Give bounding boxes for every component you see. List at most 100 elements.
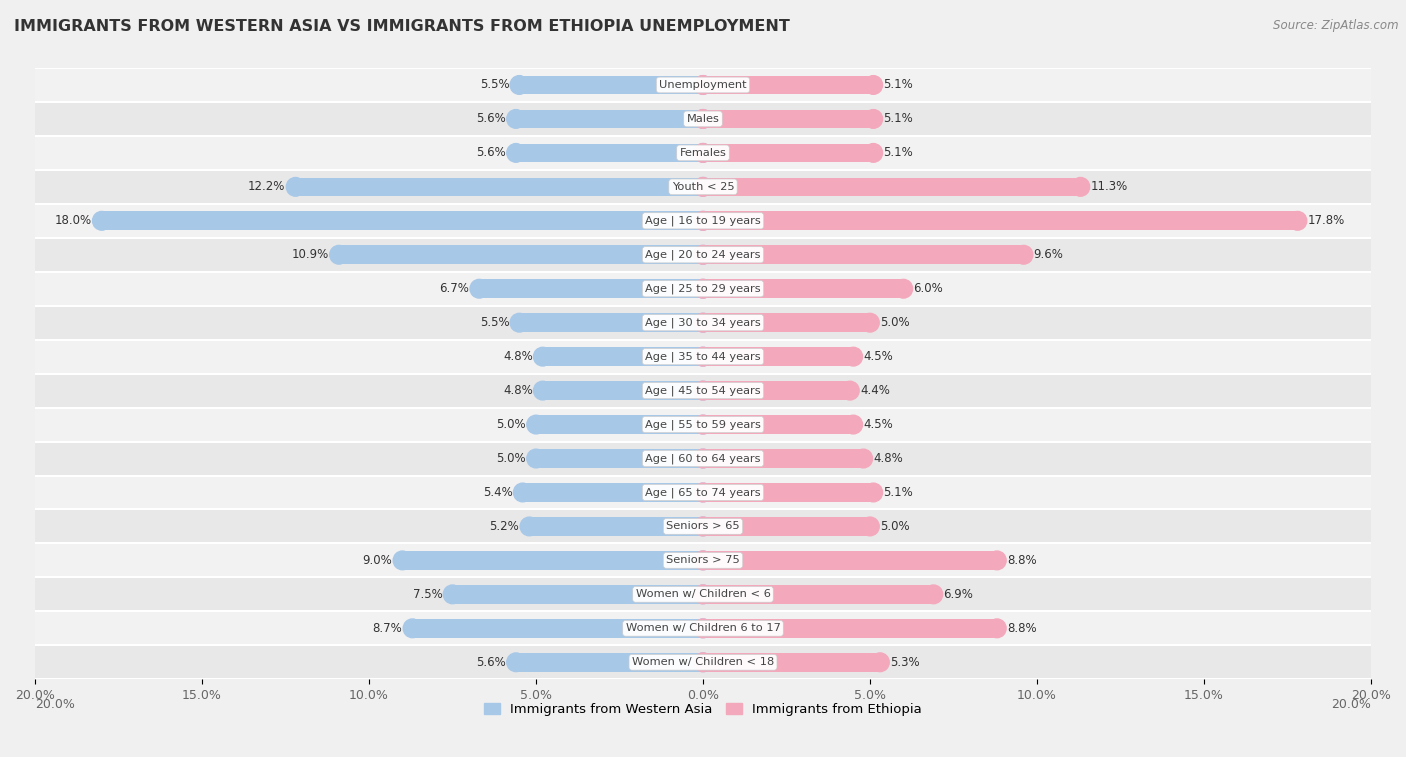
Circle shape <box>287 177 305 196</box>
Text: Seniors > 75: Seniors > 75 <box>666 556 740 565</box>
Text: Age | 20 to 24 years: Age | 20 to 24 years <box>645 250 761 260</box>
Bar <box>295 177 703 196</box>
Bar <box>703 449 863 468</box>
Circle shape <box>693 483 713 502</box>
Bar <box>536 449 703 468</box>
Bar <box>543 382 703 400</box>
FancyBboxPatch shape <box>35 544 1371 578</box>
Text: 5.6%: 5.6% <box>477 146 506 160</box>
Circle shape <box>1071 177 1090 196</box>
Text: 11.3%: 11.3% <box>1091 180 1128 193</box>
Circle shape <box>870 653 889 671</box>
Text: 4.4%: 4.4% <box>860 384 890 397</box>
Bar <box>703 416 853 434</box>
Circle shape <box>865 110 883 128</box>
Circle shape <box>855 449 873 468</box>
Circle shape <box>693 245 713 264</box>
Circle shape <box>693 653 713 671</box>
Bar <box>703 483 873 502</box>
Text: 9.0%: 9.0% <box>363 554 392 567</box>
Circle shape <box>865 483 883 502</box>
Text: Age | 60 to 64 years: Age | 60 to 64 years <box>645 453 761 464</box>
Bar <box>516 653 703 671</box>
Bar <box>412 619 703 637</box>
Circle shape <box>693 551 713 570</box>
Circle shape <box>506 144 524 162</box>
Circle shape <box>693 76 713 95</box>
Circle shape <box>443 585 461 603</box>
Bar <box>703 211 1298 230</box>
FancyBboxPatch shape <box>35 68 1371 102</box>
Circle shape <box>841 382 859 400</box>
Circle shape <box>533 382 551 400</box>
Circle shape <box>520 517 538 536</box>
Bar <box>703 551 997 570</box>
Circle shape <box>693 177 713 196</box>
Circle shape <box>693 517 713 536</box>
Text: 5.0%: 5.0% <box>496 418 526 431</box>
Text: Source: ZipAtlas.com: Source: ZipAtlas.com <box>1274 19 1399 32</box>
Text: Age | 55 to 59 years: Age | 55 to 59 years <box>645 419 761 430</box>
Circle shape <box>506 110 524 128</box>
Bar <box>703 279 904 298</box>
FancyBboxPatch shape <box>35 645 1371 679</box>
Bar <box>703 110 873 128</box>
Circle shape <box>693 347 713 366</box>
Circle shape <box>527 416 546 434</box>
Text: 5.3%: 5.3% <box>890 656 920 668</box>
Bar <box>519 313 703 332</box>
Bar <box>703 76 873 95</box>
Circle shape <box>988 619 1007 637</box>
Circle shape <box>404 619 422 637</box>
Bar <box>536 416 703 434</box>
Text: Age | 65 to 74 years: Age | 65 to 74 years <box>645 488 761 498</box>
Circle shape <box>330 245 349 264</box>
Text: 5.1%: 5.1% <box>883 79 912 92</box>
Circle shape <box>533 347 551 366</box>
FancyBboxPatch shape <box>35 238 1371 272</box>
FancyBboxPatch shape <box>35 509 1371 544</box>
Text: 8.8%: 8.8% <box>1007 554 1036 567</box>
Text: 5.5%: 5.5% <box>479 79 509 92</box>
Text: Age | 30 to 34 years: Age | 30 to 34 years <box>645 317 761 328</box>
Text: 5.1%: 5.1% <box>883 146 912 160</box>
Circle shape <box>510 313 529 332</box>
Bar <box>703 245 1024 264</box>
Text: 7.5%: 7.5% <box>413 588 443 601</box>
Circle shape <box>693 110 713 128</box>
Bar <box>703 382 851 400</box>
Circle shape <box>693 585 713 603</box>
Circle shape <box>693 144 713 162</box>
Circle shape <box>693 313 713 332</box>
Text: 4.8%: 4.8% <box>503 384 533 397</box>
FancyBboxPatch shape <box>35 102 1371 136</box>
FancyBboxPatch shape <box>35 578 1371 612</box>
Text: 5.0%: 5.0% <box>880 520 910 533</box>
Bar <box>703 619 997 637</box>
Bar <box>402 551 703 570</box>
Text: Age | 25 to 29 years: Age | 25 to 29 years <box>645 283 761 294</box>
Circle shape <box>506 653 524 671</box>
Circle shape <box>1015 245 1033 264</box>
FancyBboxPatch shape <box>35 204 1371 238</box>
Bar <box>516 110 703 128</box>
Text: 5.4%: 5.4% <box>482 486 513 499</box>
FancyBboxPatch shape <box>35 136 1371 170</box>
Text: 8.7%: 8.7% <box>373 621 402 635</box>
Circle shape <box>693 211 713 230</box>
Text: 4.5%: 4.5% <box>863 418 893 431</box>
Text: 6.9%: 6.9% <box>943 588 973 601</box>
Bar <box>703 517 870 536</box>
FancyBboxPatch shape <box>35 272 1371 306</box>
Text: 5.5%: 5.5% <box>479 316 509 329</box>
Text: 6.7%: 6.7% <box>439 282 470 295</box>
Text: 5.2%: 5.2% <box>489 520 519 533</box>
FancyBboxPatch shape <box>35 407 1371 441</box>
Circle shape <box>693 382 713 400</box>
Legend: Immigrants from Western Asia, Immigrants from Ethiopia: Immigrants from Western Asia, Immigrants… <box>478 698 928 721</box>
Text: Women w/ Children < 18: Women w/ Children < 18 <box>631 657 775 667</box>
Text: 12.2%: 12.2% <box>247 180 285 193</box>
Text: Unemployment: Unemployment <box>659 80 747 90</box>
Text: IMMIGRANTS FROM WESTERN ASIA VS IMMIGRANTS FROM ETHIOPIA UNEMPLOYMENT: IMMIGRANTS FROM WESTERN ASIA VS IMMIGRAN… <box>14 19 790 34</box>
Circle shape <box>693 585 713 603</box>
